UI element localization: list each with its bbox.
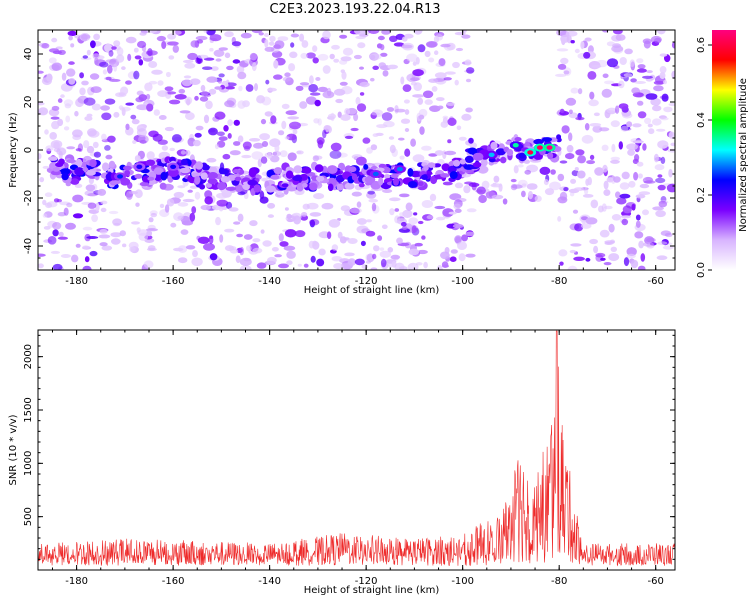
top-ytick-label-1: -20: [23, 190, 34, 206]
bottom-xtick-label-4: -100: [451, 576, 474, 587]
colorbar-strip: [712, 30, 736, 270]
bottom-xtick-label-0: -180: [65, 576, 88, 587]
spectrogram-peak-core-8: [536, 145, 543, 150]
top-xtick-label-4: -100: [451, 276, 474, 287]
top-xtick-label-3: -120: [355, 276, 378, 287]
spectrogram-peak-core-7: [527, 150, 534, 155]
spectrogram-peak-core-4: [372, 171, 379, 177]
bottom-xtick-label-1: -160: [162, 576, 185, 587]
colorbar-tick-label-1: 0.2: [696, 187, 707, 203]
top-y-axis-label: Frequency (Hz): [8, 112, 19, 188]
colorbar-tick-label-0: 0.0: [696, 262, 707, 278]
bottom-y-axis-label: SNR (10 * v/v): [8, 414, 19, 485]
spectrogram-panel: -180 -160 -140 -120 -100 -80 -60 -40 -20 0 20 40 Hei…: [8, 29, 676, 296]
bottom-xtick-label-6: -60: [648, 576, 664, 587]
spectrogram-peak-core-6: [512, 143, 519, 148]
colorbar-tick-label-3: 0.6: [696, 37, 707, 53]
bottom-x-axis-label: Height of straight line (km): [304, 585, 440, 596]
spectrogram-ridge: [48, 134, 562, 196]
bottom-ytick-label-1: 1000: [23, 451, 34, 476]
top-x-axis-label: Height of straight line (km): [304, 285, 440, 296]
snr-panel: -180 -160 -140 -120 -100 -80 -60 500 1000 1500 200…: [8, 329, 676, 596]
spectrogram-peak-core-2: [170, 164, 177, 169]
top-ytick-label-0: -40: [23, 238, 34, 254]
top-ytick-label-4: 40: [23, 48, 34, 61]
colorbar-tick-label-2: 0.4: [696, 112, 707, 128]
bottom-xtick-label-2: -140: [258, 576, 281, 587]
bottom-xtick-label-3: -120: [355, 576, 378, 587]
spectrogram-peak-core-0: [117, 174, 124, 179]
top-xtick-label-1: -160: [162, 276, 185, 287]
top-xtick-label-0: -180: [65, 276, 88, 287]
spectrogram-peak-core-3: [396, 167, 403, 172]
snr-series: [38, 330, 675, 567]
top-xtick-label-2: -140: [258, 276, 281, 287]
spectrogram-peak-core-5: [488, 152, 495, 157]
top-ytick-label-3: 20: [23, 96, 34, 109]
top-ytick-label-2: 0: [23, 147, 34, 153]
spectrogram-peak-core-9: [546, 145, 553, 150]
spectrogram-peak-core-1: [136, 164, 143, 169]
top-xtick-label-5: -80: [551, 276, 567, 287]
bottom-ytick-label-2: 1500: [23, 397, 34, 422]
bottom-ytick-label-3: 2000: [23, 344, 34, 369]
chart-title: C2E3.2023.193.22.04.R13: [269, 2, 441, 17]
top-xtick-label-6: -60: [648, 276, 664, 287]
snr-frame: [37, 329, 676, 571]
colorbar-label: Normalized spectral amplitude: [738, 78, 749, 232]
snr-line: [38, 330, 675, 567]
bottom-ytick-label-0: 500: [23, 507, 34, 526]
spectrogram-noise: [38, 30, 675, 270]
colorbar: 0.0 0.2 0.4 0.6 Normalized spectral amplitud…: [696, 30, 749, 278]
bottom-xtick-label-5: -80: [551, 576, 567, 587]
